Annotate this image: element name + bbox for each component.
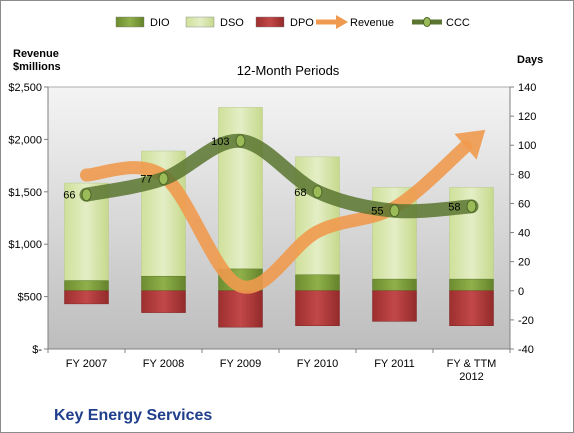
right-tick-label: 60 bbox=[518, 198, 530, 210]
dpo-bar bbox=[64, 290, 109, 305]
dpo-bar bbox=[449, 290, 494, 326]
ccc-layer: 66 77 103 68 55 58 bbox=[63, 133, 479, 219]
ccc-point bbox=[389, 204, 400, 218]
right-tick-label: 100 bbox=[518, 140, 536, 152]
right-tick-label: 80 bbox=[518, 169, 530, 181]
dpo-bar bbox=[295, 290, 340, 326]
legend-swatch bbox=[185, 16, 215, 28]
ccc-data-label: 77 bbox=[140, 174, 152, 186]
ccc-point bbox=[158, 172, 169, 186]
right-tick-label: 20 bbox=[518, 257, 530, 269]
right-tick-label: 120 bbox=[518, 111, 536, 123]
legend-label: DSO bbox=[220, 17, 244, 29]
x-tick-label: FY & TTM 2012 bbox=[447, 358, 497, 383]
left-tick-label: $1,000 bbox=[8, 239, 42, 251]
legend-label: DPO bbox=[290, 17, 314, 29]
company-name: Key Energy Services bbox=[54, 407, 212, 424]
right-tick-label: 140 bbox=[518, 82, 536, 94]
legend-label: Revenue bbox=[350, 17, 394, 29]
right-axis-title: Days bbox=[517, 54, 543, 66]
ccc-data-label: 103 bbox=[211, 136, 229, 148]
dso-bar bbox=[218, 107, 263, 270]
dpo-bar bbox=[372, 290, 417, 322]
ccc-data-label: 58 bbox=[448, 201, 460, 213]
left-tick-label: $2,000 bbox=[8, 134, 42, 146]
dio-bar bbox=[372, 278, 417, 292]
right-tick-label: 0 bbox=[518, 286, 524, 298]
legend-swatch bbox=[115, 16, 145, 28]
dio-bar bbox=[449, 278, 494, 292]
left-axis-title-line1: Revenue bbox=[13, 48, 59, 60]
legend: DIO DSO DPO Revenue CCC bbox=[115, 15, 470, 29]
left-tick-label: $2,500 bbox=[8, 82, 42, 94]
ccc-data-label: 66 bbox=[63, 190, 75, 202]
dio-bar bbox=[141, 275, 186, 292]
left-tick-label: $- bbox=[32, 344, 42, 356]
legend-label: CCC bbox=[446, 17, 470, 29]
chart-title: 12-Month Periods bbox=[237, 63, 340, 78]
x-tick-label: FY 2011 bbox=[374, 358, 415, 370]
ccc-point bbox=[312, 185, 323, 199]
revenue-arrowhead bbox=[454, 129, 486, 160]
ccc-point bbox=[235, 134, 246, 148]
dpo-bar bbox=[218, 290, 263, 328]
x-tick-label: FY 2009 bbox=[220, 358, 261, 370]
legend-swatch-marker bbox=[423, 17, 431, 27]
legend-label: DIO bbox=[150, 17, 170, 29]
ccc-point bbox=[466, 199, 477, 213]
ccc-data-label: 68 bbox=[294, 187, 306, 199]
left-tick-label: $1,500 bbox=[8, 187, 42, 199]
ccc-data-label: 55 bbox=[371, 206, 383, 218]
left-axis-title-line2: $millions bbox=[13, 61, 61, 73]
ccc-point bbox=[81, 188, 92, 202]
axes-layer: $- $500 $1,000 $1,500 $2,000 $2,500 -40 -20 0 20 4… bbox=[8, 82, 536, 383]
right-tick-label: -40 bbox=[518, 344, 534, 356]
right-tick-label: 40 bbox=[518, 228, 530, 240]
right-tick-label: -20 bbox=[518, 315, 534, 327]
legend-swatch-arrowhead bbox=[336, 15, 348, 29]
x-tick-label: FY 2010 bbox=[297, 358, 338, 370]
dio-bar bbox=[64, 280, 109, 292]
dpo-bar bbox=[141, 290, 186, 313]
x-tick-label: FY 2008 bbox=[143, 358, 184, 370]
left-tick-label: $500 bbox=[18, 292, 42, 304]
legend-swatch bbox=[255, 16, 285, 28]
dio-bar bbox=[295, 274, 340, 292]
x-tick-label: FY 2007 bbox=[66, 358, 107, 370]
plot-area bbox=[47, 86, 511, 350]
